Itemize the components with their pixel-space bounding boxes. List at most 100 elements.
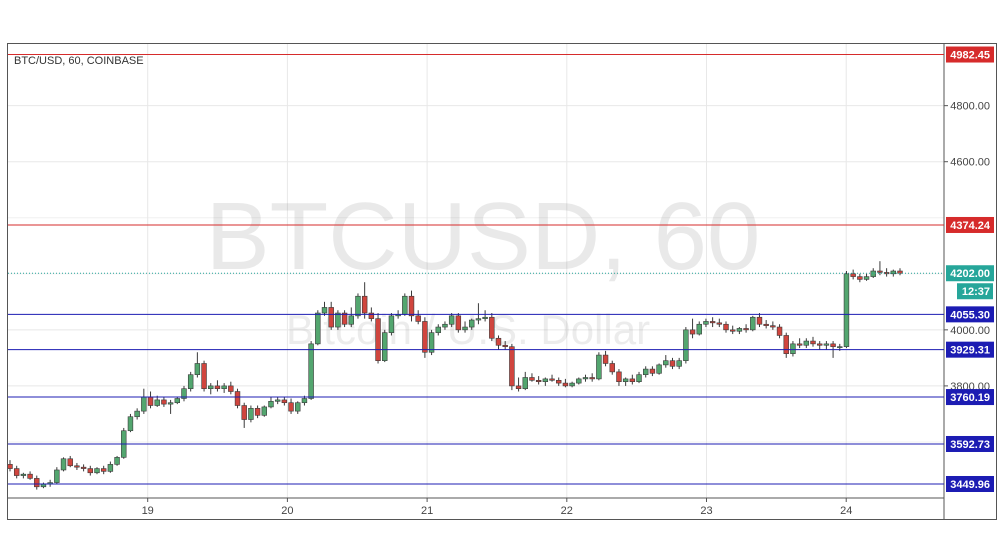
candle-up: [382, 329, 388, 363]
candle-body: [736, 328, 743, 332]
candle-body: [408, 295, 415, 317]
candle-body: [602, 354, 609, 364]
level-badge-label: 3449.96: [950, 479, 990, 491]
candle-body: [796, 343, 803, 346]
candle-down: [877, 261, 883, 276]
candle-body: [556, 379, 562, 384]
candle-down: [743, 324, 749, 333]
candle-up: [54, 467, 60, 484]
candle-up: [428, 329, 435, 356]
candle-body: [857, 276, 863, 280]
candle-down: [776, 324, 783, 339]
candle-body: [428, 332, 435, 353]
candle-up: [174, 397, 181, 405]
candle-down: [67, 455, 73, 468]
x-tick-label: 24: [840, 505, 852, 517]
candle-down: [234, 388, 241, 409]
candle-up: [221, 383, 227, 393]
horizontal-levels[interactable]: 4982.45 4374.24 4055.30 3929.31 3760.19 3592.…: [8, 46, 994, 492]
candle-body: [622, 378, 629, 382]
candle-body: [80, 466, 87, 469]
candle-body: [877, 270, 883, 273]
candle-body: [415, 315, 421, 322]
candle-down: [214, 380, 221, 392]
candle-body: [502, 344, 508, 347]
candle-up: [355, 293, 361, 319]
candle-body: [154, 399, 160, 406]
candle-body: [274, 399, 281, 402]
candle-body: [348, 315, 354, 325]
candle-down: [375, 313, 381, 364]
candle-body: [335, 312, 341, 328]
candle-down: [422, 317, 428, 358]
candle-up: [522, 371, 528, 391]
candle-body: [288, 402, 294, 412]
level-badge-label: 3929.31: [950, 345, 990, 357]
candle-up: [295, 401, 301, 414]
candle-down: [609, 360, 615, 375]
candle-body: [114, 457, 120, 465]
candle-body: [295, 402, 301, 412]
candle-body: [810, 340, 816, 345]
candle-body: [837, 346, 843, 348]
candle-up: [321, 301, 328, 316]
candle-down: [495, 335, 502, 350]
candle-down: [669, 357, 676, 370]
candle-up: [20, 472, 27, 479]
candle-body: [696, 323, 702, 335]
candle-down: [27, 471, 33, 480]
candle-down: [729, 325, 736, 335]
candle-down: [288, 398, 294, 414]
candle-body: [174, 398, 181, 404]
candle-body: [187, 374, 194, 390]
candle-up: [843, 271, 850, 349]
chart-frame: BTCUSD, 60 Bitcoin / U.S. Dollar 3800.00…: [7, 43, 997, 520]
candle-up: [596, 352, 602, 381]
candle-body: [803, 340, 810, 346]
candle-down: [857, 273, 863, 283]
candle-body: [515, 385, 522, 390]
candle-down: [361, 282, 368, 319]
candle-body: [770, 325, 776, 328]
candle-up: [121, 427, 127, 459]
candle-body: [241, 405, 247, 420]
candle-body: [308, 343, 314, 399]
candle-down: [80, 464, 87, 472]
candle-body: [703, 321, 709, 325]
last-price-label: 4202.00: [950, 268, 990, 280]
x-tick-label: 20: [281, 505, 293, 517]
y-tick-label: 4600.00: [950, 157, 990, 169]
candle-down: [201, 360, 207, 392]
time-axis[interactable]: 19 20 21 22 23 24: [142, 498, 853, 517]
candle-body: [469, 319, 475, 328]
candle-down: [689, 318, 696, 339]
last-price-badge: [946, 265, 994, 282]
candle-body: [723, 323, 729, 331]
candle-down: [228, 381, 234, 395]
candle-body: [475, 318, 482, 321]
candle-up: [790, 341, 796, 357]
candle-up: [107, 461, 114, 473]
last-price: 4202.00 12:37: [8, 265, 994, 300]
x-tick-label: 22: [561, 505, 573, 517]
chart-canvas[interactable]: BTCUSD, 60 Bitcoin / U.S. Dollar 3800.00…: [8, 44, 996, 519]
candle-body: [254, 408, 261, 416]
candle-up: [348, 307, 354, 328]
candle-body: [435, 326, 441, 333]
candle-body: [843, 273, 850, 347]
candle-body: [167, 402, 174, 405]
level-badge-label: 4982.45: [950, 50, 990, 62]
candle-up: [187, 371, 194, 392]
candle-body: [629, 378, 636, 382]
candle-down: [763, 320, 769, 329]
candle-down: [341, 310, 348, 328]
candle-down: [502, 341, 508, 350]
level-badge: [946, 46, 994, 63]
candle-up: [870, 268, 876, 279]
candle-body: [863, 276, 870, 280]
candle-body: [482, 316, 488, 319]
candle-body: [489, 316, 495, 339]
candle-down: [816, 341, 823, 350]
candle-up: [181, 385, 187, 402]
candle-up: [442, 321, 448, 330]
